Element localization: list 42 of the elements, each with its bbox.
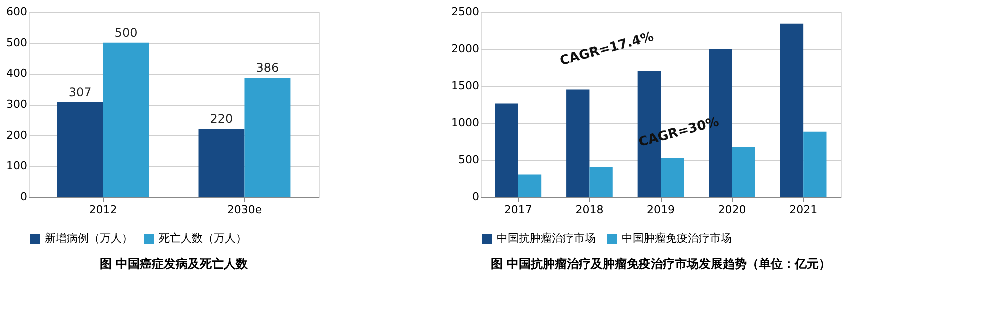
legend-label: 中国肿瘤免疫治疗市场 [622,232,732,245]
data-label: 500 [114,26,138,40]
bar [566,90,590,197]
bar [495,104,518,197]
x-tick-label: 2018 [576,204,604,216]
legend-label: 新增病例（万人） [45,232,133,245]
data-label: 386 [256,60,280,75]
bar [590,167,613,197]
text: 图 中国癌症发病及死亡人数 [100,257,250,271]
y-tick-label: 400 [6,67,28,80]
y-tick-label: 1500 [452,80,480,92]
x-tick-label: 2030e [227,204,262,216]
bar [732,147,756,197]
y-tick-label: 500 [458,154,480,166]
y-tick-label: 100 [6,160,28,173]
bar [57,102,104,197]
y-tick-label: 1000 [452,116,480,130]
x-tick-label: 2021 [790,204,818,216]
bar [661,158,684,197]
y-tick-label: 200 [6,128,28,142]
y-tick-label: 300 [6,98,28,111]
y-tick-label: 0 [20,190,28,204]
data-label: 307 [68,85,92,100]
bar [518,174,542,197]
bar [244,78,291,197]
x-tick-label: 2020 [718,204,746,216]
bar [103,42,150,197]
x-tick-label: 2019 [647,204,675,216]
x-tick-label: 2017 [504,204,532,216]
text: 图 中国抗肿瘤治疗及肿瘤免疫治疗市场发展趋势（单位：亿元） [490,257,832,271]
y-tick-label: 0 [472,190,480,204]
bar [780,24,804,197]
y-tick-label: 2500 [452,6,480,18]
bar [198,129,245,197]
y-tick-label: 500 [6,36,28,50]
x-tick-label: 2012 [89,204,118,216]
y-tick-label: 600 [6,6,28,18]
legend-label: 中国抗肿瘤治疗市场 [497,232,596,245]
y-tick-label: 2000 [452,42,480,56]
bar [804,132,827,197]
legend-label: 死亡人数（万人） [159,232,247,245]
data-label: 220 [210,112,234,126]
